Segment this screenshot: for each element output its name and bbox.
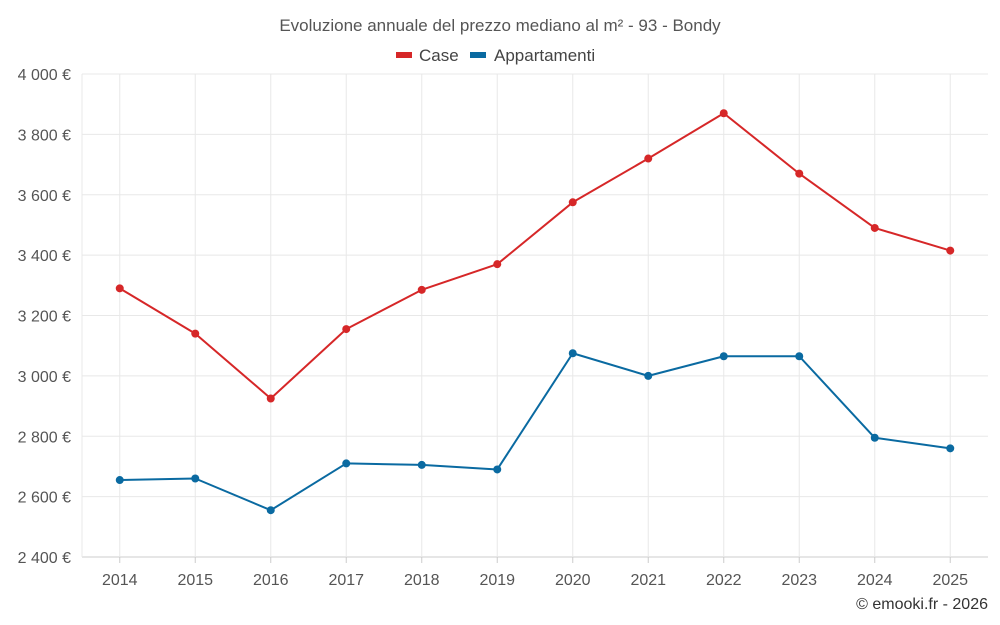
y-tick-label: 2 600 € [18,490,71,507]
data-point-case[interactable] [191,329,200,338]
data-point-case[interactable] [946,246,955,255]
data-point-appartamenti[interactable] [870,433,879,442]
data-point-case[interactable] [417,285,426,294]
x-tick-label: 2024 [857,572,893,589]
x-tick-label: 2017 [328,572,364,589]
y-tick-label: 3 800 € [18,127,71,144]
data-point-case[interactable] [870,223,879,232]
data-point-case[interactable] [342,325,351,334]
x-tick-label: 2023 [781,572,817,589]
legend-label-appartamenti[interactable]: Appartamenti [494,46,595,65]
series [115,109,955,515]
data-point-case[interactable] [719,109,728,118]
x-tick-label: 2016 [253,572,289,589]
x-tick-label: 2025 [932,572,968,589]
legend[interactable]: Case Appartamenti [396,46,595,65]
data-point-case[interactable] [795,169,804,178]
data-point-appartamenti[interactable] [417,460,426,469]
data-point-case[interactable] [568,198,577,207]
grid [81,73,988,558]
data-point-case[interactable] [115,284,124,293]
legend-swatch-case [396,52,412,58]
series-line-case[interactable] [119,112,951,400]
y-axis: 2 400 € 2 600 € 2 800 € 3 000 € 3 200 € 3 400… [18,67,71,567]
data-point-appartamenti[interactable] [644,371,653,380]
series-line-appartamenti[interactable] [119,352,951,512]
data-point-appartamenti[interactable] [342,459,351,468]
data-point-case[interactable] [266,394,275,403]
data-point-appartamenti[interactable] [493,465,502,474]
x-tick-label: 2022 [706,572,742,589]
data-point-appartamenti[interactable] [191,474,200,483]
data-point-appartamenti[interactable] [115,476,124,485]
data-point-case[interactable] [493,260,502,269]
data-point-appartamenti[interactable] [795,352,804,361]
x-tick-label: 2019 [479,572,515,589]
data-point-appartamenti[interactable] [568,349,577,358]
data-point-appartamenti[interactable] [946,444,955,453]
y-tick-label: 2 400 € [18,550,71,567]
x-tick-label: 2018 [404,572,440,589]
x-tick-label: 2014 [102,572,138,589]
y-tick-label: 2 800 € [18,429,71,446]
chart-title: Evoluzione annuale del prezzo mediano al… [279,16,721,35]
credit: © emooki.fr - 2026 [856,596,988,613]
x-axis: 2014 2015 2016 2017 2018 2019 2020 2021 2022 2023… [102,557,968,589]
y-tick-label: 3 000 € [18,369,71,386]
y-tick-label: 3 600 € [18,188,71,205]
data-point-appartamenti[interactable] [266,506,275,515]
x-tick-label: 2021 [630,572,666,589]
y-tick-label: 3 200 € [18,309,71,326]
x-tick-label: 2015 [177,572,213,589]
legend-swatch-appartamenti [470,52,486,58]
legend-label-case[interactable]: Case [419,46,459,65]
data-point-appartamenti[interactable] [719,352,728,361]
x-tick-label: 2020 [555,572,591,589]
y-tick-label: 4 000 € [18,67,71,84]
y-tick-label: 3 400 € [18,248,71,265]
data-point-case[interactable] [644,154,653,163]
